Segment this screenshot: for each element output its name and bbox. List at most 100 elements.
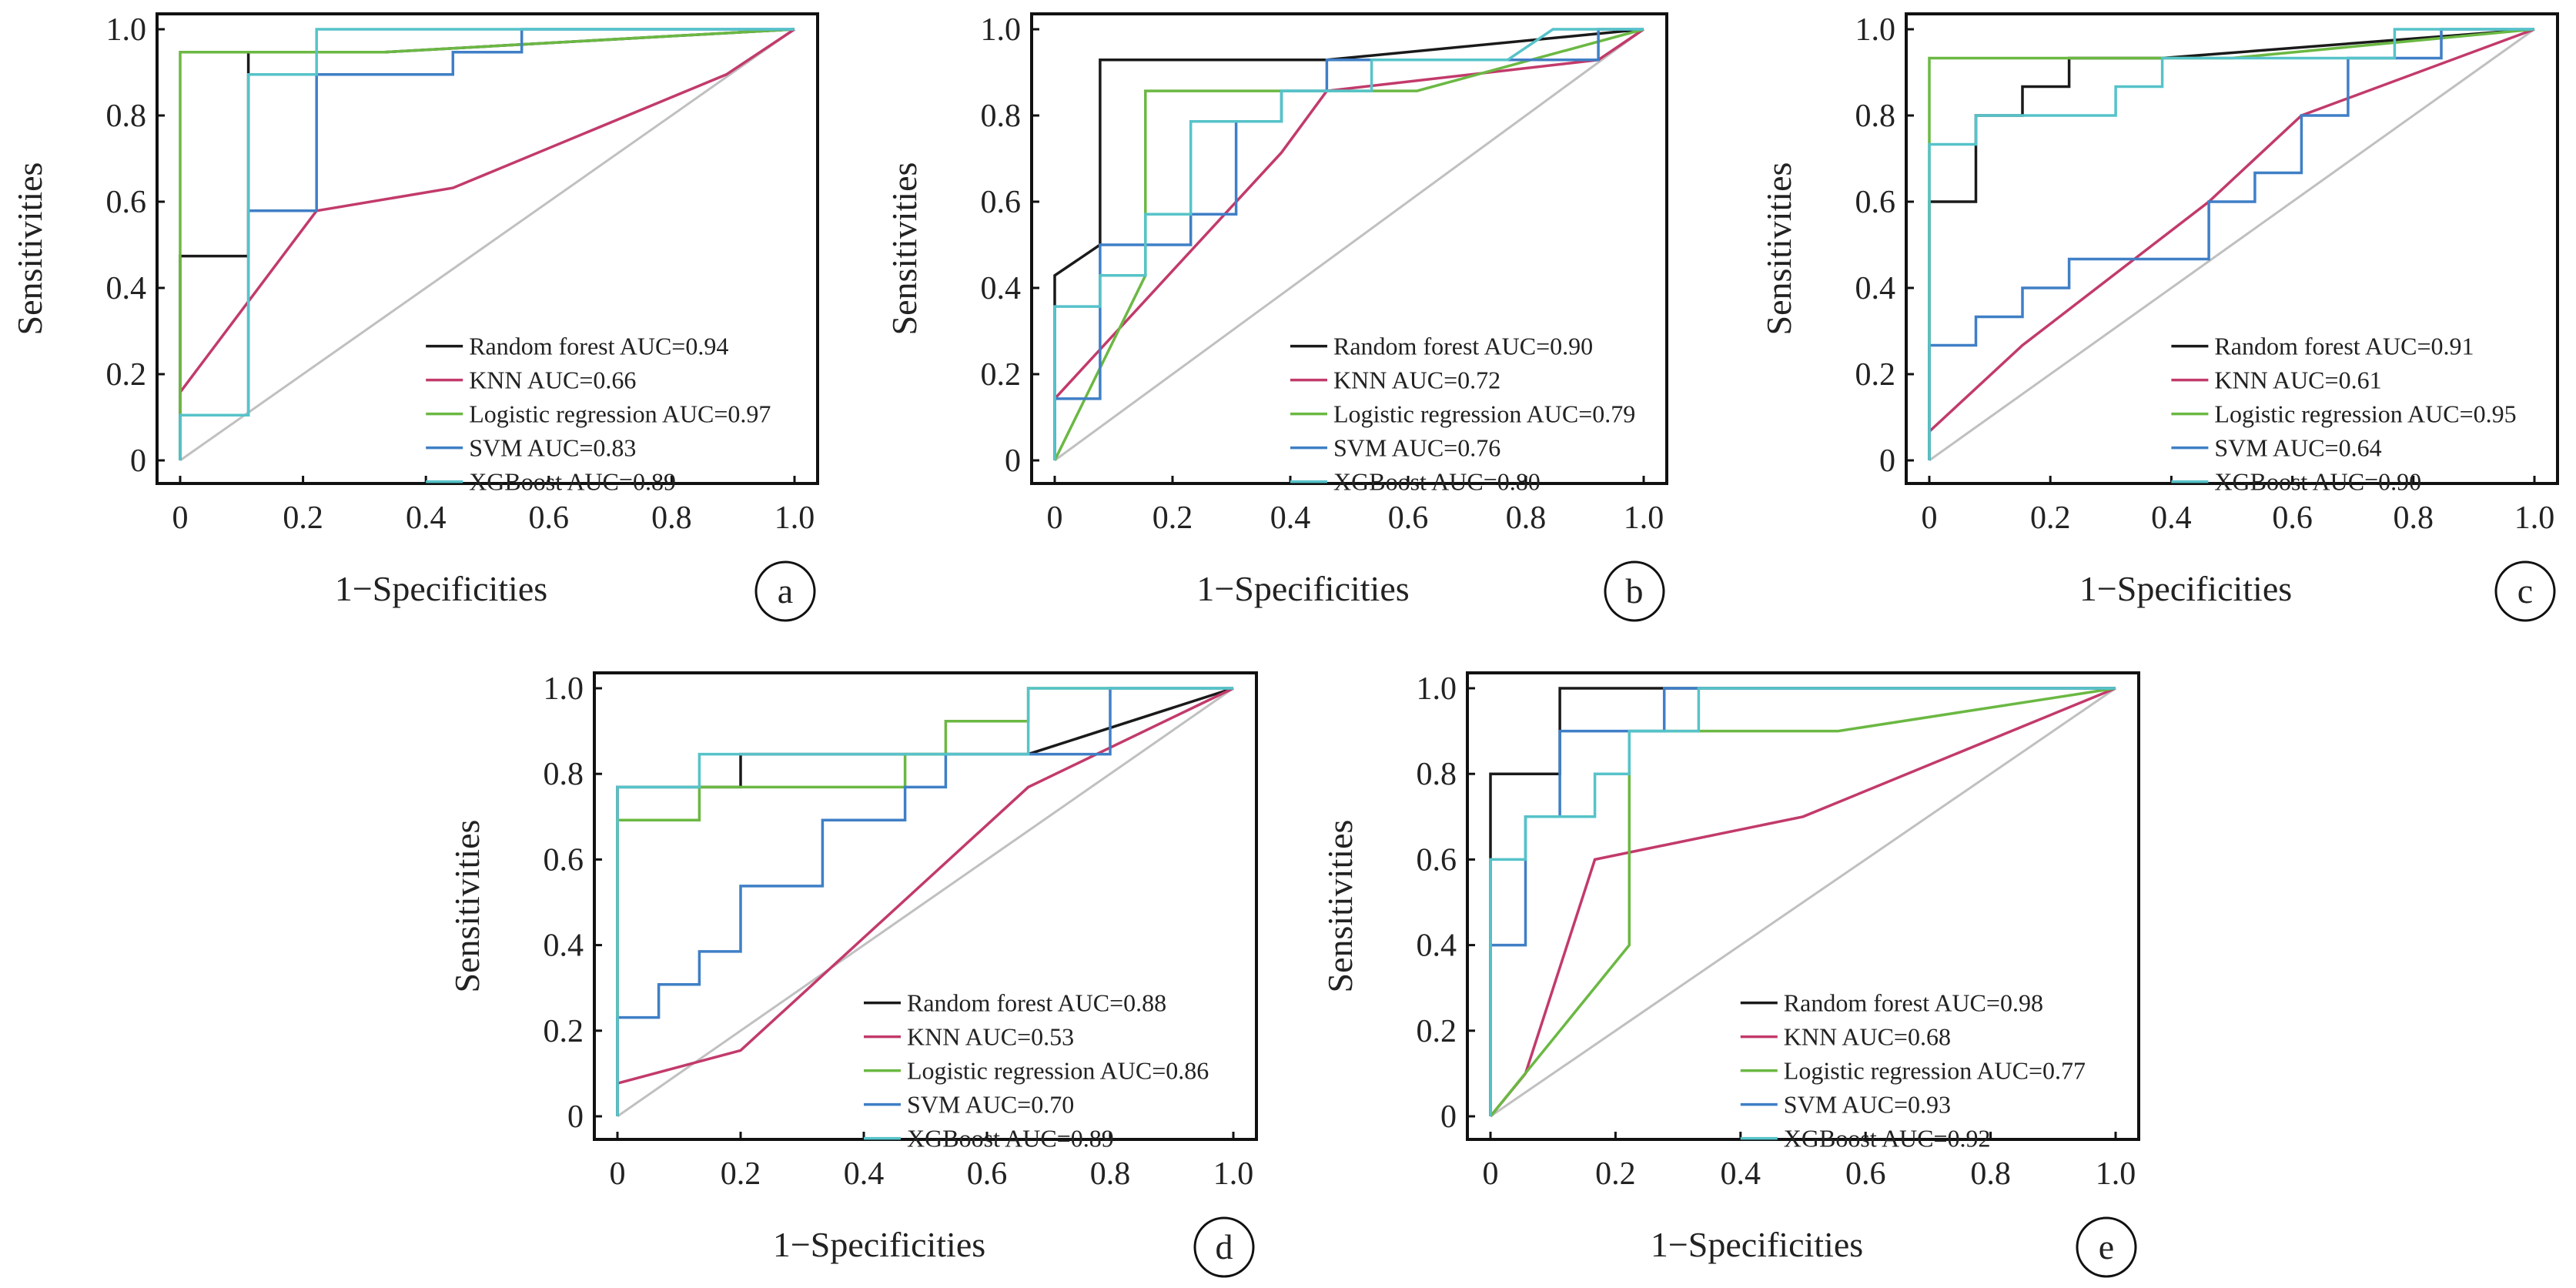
y-tick-label: 0 [1440, 1099, 1457, 1135]
plot-frame [1466, 671, 2140, 1141]
y-tick-label: 0.6 [981, 185, 1022, 220]
plot-frame [156, 12, 819, 485]
roc-curve-series-5 [179, 28, 795, 460]
legend-entry: Logistic regression AUC=0.77 [1784, 1057, 2086, 1085]
x-tick-label: 0 [1922, 500, 1938, 536]
x-tick-label: 1.0 [1213, 1156, 1254, 1192]
y-tick-label: 1.0 [544, 671, 584, 707]
y-tick-label: 0.2 [106, 357, 147, 393]
x-tick-label: 0.8 [2394, 500, 2434, 536]
x-tick-label: 0.6 [1388, 500, 1429, 536]
y-tick-label: 0.6 [544, 842, 584, 878]
legend-entry: XGBoost AUC=0.90 [2214, 468, 2421, 496]
legend-entry: XGBoost AUC=0.89 [907, 1125, 1114, 1153]
panel-letter: c [2517, 571, 2533, 611]
x-tick-label: 0.2 [283, 500, 323, 536]
y-tick-label: 1.0 [1417, 671, 1457, 707]
legend: Random forest AUC=0.91 KNN AUC=0.61 Logist… [2171, 333, 2517, 496]
legend-entry: KNN AUC=0.53 [907, 1023, 1074, 1051]
y-axis-label: Sensitivities [1759, 162, 1798, 336]
chart-panel-e: 0 0.2 0.4 0.6 0.8 1.0 0 0.2 0.4 0.6 0.8 1.0 1−Specif… [1320, 671, 2140, 1278]
x-axis-label: 1−Specificities [773, 1225, 985, 1264]
chart-panel-d: 0 0.2 0.4 0.6 0.8 1.0 0 0.2 0.4 0.6 0.8 1.0 1−Specif… [447, 671, 1258, 1278]
legend-entry: Logistic regression AUC=0.86 [907, 1057, 1209, 1085]
y-tick-label: 0.4 [544, 928, 584, 964]
y-tick-label: 1.0 [1855, 12, 1896, 48]
legend-entry: SVM AUC=0.83 [469, 434, 636, 462]
chance-diagonal-line [1054, 28, 1644, 462]
panel-letter: d [1216, 1227, 1233, 1266]
legend-entry: Logistic regression AUC=0.97 [469, 400, 771, 428]
legend-entry: KNN AUC=0.68 [1784, 1023, 1951, 1051]
legend: Random forest AUC=0.98 KNN AUC=0.68 Logist… [1740, 989, 2086, 1153]
x-tick-label: 0.4 [2151, 500, 2192, 536]
x-tick-label: 0 [1047, 500, 1063, 536]
x-tick-label: 0.6 [2272, 500, 2313, 536]
x-tick-label: 0.2 [721, 1156, 761, 1192]
legend-entry: Logistic regression AUC=0.79 [1333, 400, 1635, 428]
y-tick-label: 0.4 [981, 271, 1022, 306]
panel-letter: b [1626, 571, 1644, 611]
roc-curve-series-5 [1928, 28, 2534, 460]
panel-letter-circle [2494, 560, 2556, 622]
panel-letter: e [2099, 1227, 2114, 1266]
roc-curve-series-5 [616, 687, 1233, 1116]
y-tick-label: 0.2 [981, 357, 1022, 393]
legend-entry: XGBoost AUC=0.92 [1784, 1125, 1991, 1153]
legend-entry: SVM AUC=0.76 [1333, 434, 1500, 462]
roc-curve-series-5 [1053, 28, 1644, 460]
x-tick-label: 0 [1483, 1156, 1499, 1192]
x-tick-label: 1.0 [774, 500, 815, 536]
y-axis-label: Sensitivities [885, 162, 924, 336]
y-tick-label: 0.8 [1855, 99, 1896, 134]
legend-entry: KNN AUC=0.72 [1333, 366, 1500, 394]
y-tick-label: 0.8 [1417, 757, 1457, 792]
y-tick-label: 0.6 [106, 185, 147, 220]
roc-curve-series-5 [1489, 687, 2116, 1116]
panel-letter-circle [1193, 1216, 1255, 1278]
plot-frame [1030, 12, 1668, 485]
y-axis-label: Sensitivities [10, 162, 49, 336]
y-tick-label: 0.6 [1417, 842, 1457, 878]
y-axis-label: Sensitivities [1320, 820, 1360, 993]
y-tick-label: 0.4 [106, 271, 147, 306]
legend-entry: Random forest AUC=0.98 [1784, 989, 2043, 1017]
legend-entry: SVM AUC=0.93 [1784, 1091, 1951, 1119]
legend-entry: Random forest AUC=0.90 [1333, 333, 1593, 360]
legend-entry: Logistic regression AUC=0.95 [2214, 400, 2516, 428]
chart-panel-b: 0 0.2 0.4 0.6 0.8 1.0 0 0.2 0.4 0.6 0.8 1.0 1−Specif… [885, 12, 1668, 622]
chart-panel-c: 0 0.2 0.4 0.6 0.8 1.0 0 0.2 0.4 0.6 0.8 1.0 1−Specif… [1759, 12, 2559, 622]
roc-curve-series-3 [179, 28, 795, 460]
y-tick-label: 0 [1879, 443, 1895, 479]
x-tick-label: 1.0 [1624, 500, 1664, 536]
y-tick-label: 0 [567, 1099, 584, 1135]
panel-letter-circle [2076, 1216, 2137, 1278]
roc-curve-series-3 [1053, 28, 1644, 461]
x-tick-label: 0.8 [1970, 1156, 2011, 1192]
y-tick-label: 0.4 [1417, 928, 1457, 964]
legend-entry: Random forest AUC=0.91 [2214, 333, 2474, 360]
legend-entry: XGBoost AUC=0.89 [469, 468, 676, 496]
y-tick-label: 0 [130, 443, 146, 479]
x-tick-label: 0.4 [844, 1156, 885, 1192]
chart-panel-a: 0 0.2 0.4 0.6 0.8 1.0 0 0.2 0.4 0.6 0.8 1.0 1−Specif… [10, 12, 819, 622]
y-axis-label: Sensitivities [447, 820, 487, 993]
y-tick-label: 0.2 [544, 1014, 584, 1049]
roc-curve-series-2 [179, 28, 795, 393]
x-tick-label: 0.4 [406, 500, 447, 536]
roc-curve-series-2 [617, 687, 1234, 1085]
x-tick-label: 0 [610, 1156, 626, 1192]
x-tick-label: 0.4 [1270, 500, 1311, 536]
x-tick-label: 0.4 [1721, 1156, 1761, 1192]
x-tick-label: 0.8 [1090, 1156, 1131, 1192]
chance-diagonal-line [1929, 28, 2535, 462]
y-tick-label: 0.2 [1417, 1014, 1457, 1049]
x-tick-label: 0.8 [1506, 500, 1547, 536]
legend-entry: KNN AUC=0.66 [469, 366, 636, 394]
x-tick-label: 1.0 [2514, 500, 2555, 536]
x-tick-label: 0.2 [1595, 1156, 1636, 1192]
chance-diagonal-line [617, 687, 1234, 1118]
x-tick-label: 0.6 [1845, 1156, 1886, 1192]
x-tick-label: 1.0 [2096, 1156, 2136, 1192]
